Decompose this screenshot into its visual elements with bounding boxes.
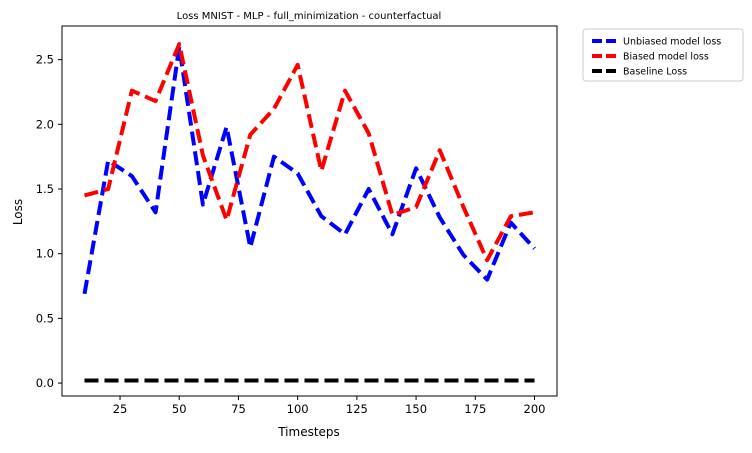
x-tick-label: 150 [405, 402, 427, 416]
legend-label-3: Baseline Loss [623, 67, 687, 78]
x-tick-label: 125 [346, 402, 368, 416]
x-tick-label: 25 [113, 402, 128, 416]
y-tick-label: 1.5 [36, 182, 54, 196]
x-tick-label: 200 [524, 402, 546, 416]
series-line-2 [83, 42, 535, 263]
y-tick-label: 0.0 [36, 376, 54, 390]
series-line-1 [82, 44, 536, 295]
plot-frame [61, 25, 558, 397]
x-axis-label: Timesteps [277, 425, 340, 439]
plot-area: 25 50 75 100 125 150 175 200 0.0 0.5 1.0 1.5 2.0 2.5 [36, 25, 558, 416]
x-tick-label: 50 [172, 402, 187, 416]
legend-frame [582, 28, 744, 82]
legend: Unbiased model loss Biased model loss Base… [582, 28, 744, 82]
x-tick-label: 75 [231, 402, 246, 416]
y-tick-label: 0.5 [36, 311, 54, 325]
chart-title: Loss MNIST - MLP - full_minimization - c… [177, 11, 442, 22]
x-tick-label: 100 [287, 402, 309, 416]
legend-label-1: Unbiased model loss [623, 37, 721, 48]
y-tick-label: 2.5 [36, 53, 54, 67]
x-tick-label: 175 [464, 402, 486, 416]
y-axis-label: Loss [11, 199, 25, 225]
legend-label-2: Biased model loss [623, 52, 709, 63]
y-tick-label: 1.0 [36, 247, 54, 261]
y-tick-label: 2.0 [36, 117, 54, 131]
